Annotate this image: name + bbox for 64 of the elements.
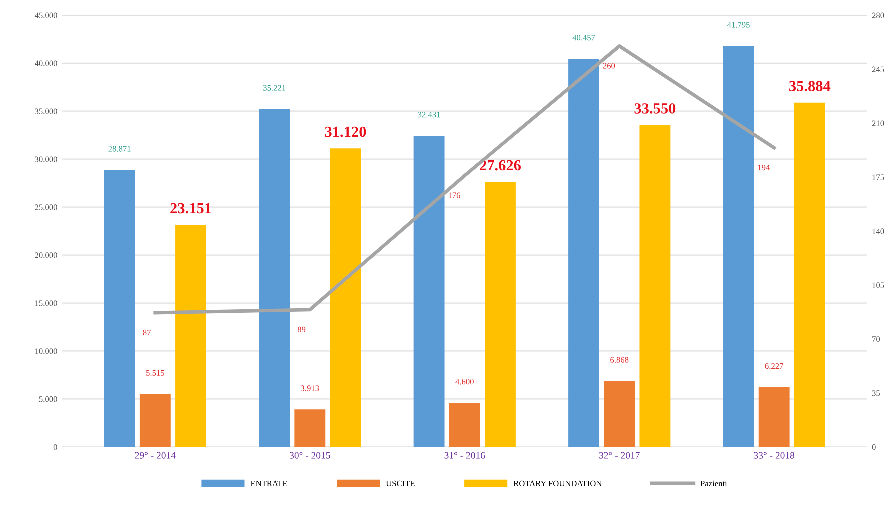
- data-label: 6.868: [610, 357, 629, 363]
- bar: [640, 125, 671, 448]
- data-label: 28.871: [108, 146, 131, 152]
- y2-tick-label: 35: [872, 390, 880, 396]
- legend-label: ENTRATE: [250, 480, 288, 486]
- bar: [758, 387, 790, 448]
- data-label: 27.626: [480, 160, 522, 171]
- x-tick-label: 29° - 2014: [135, 452, 176, 459]
- bar: [723, 46, 754, 448]
- y2-tick-label: 105: [872, 282, 884, 288]
- bar: [140, 394, 171, 448]
- bar: [484, 182, 516, 448]
- y2-tick-label: 210: [872, 120, 884, 126]
- y2-tick-label: 0: [872, 444, 876, 450]
- bar: [568, 59, 600, 448]
- data-label: 5.515: [146, 370, 164, 376]
- x-tick-label: 30° - 2015: [290, 452, 330, 459]
- data-label: 32.431: [418, 112, 440, 118]
- y2-tick-label: 70: [872, 336, 880, 342]
- data-label: 3.913: [301, 386, 320, 392]
- data-label: 6.227: [765, 363, 784, 370]
- y-tick-label: 30.000: [35, 156, 58, 162]
- bar: [604, 381, 636, 448]
- data-label: 89: [298, 326, 306, 332]
- legend-label: USCITE: [386, 480, 415, 486]
- data-label: 41.795: [727, 22, 750, 28]
- data-label: 87: [143, 330, 152, 336]
- y-tick-label: 25.000: [35, 204, 58, 210]
- data-label: 33.550: [634, 104, 676, 114]
- y2-tick-label: 280: [872, 12, 884, 18]
- y2-tick-label: 140: [872, 228, 884, 234]
- y-tick-label: 0: [54, 444, 58, 450]
- data-label: 35.884: [790, 81, 831, 92]
- y2-tick-label: 245: [872, 66, 884, 72]
- y-tick-label: 15.000: [36, 300, 58, 306]
- x-tick-label: 33° - 2018: [754, 452, 795, 459]
- y-tick-label: 40.000: [34, 60, 58, 66]
- x-tick-label: 32° - 2017: [600, 452, 640, 459]
- data-label: 35.221: [264, 85, 286, 91]
- bar: [449, 403, 480, 448]
- data-label: 194: [758, 164, 770, 171]
- y-tick-label: 5.000: [39, 396, 58, 402]
- bar: [794, 102, 826, 448]
- bar: [330, 148, 362, 448]
- bar: [414, 136, 445, 448]
- y-tick-label: 10.000: [36, 348, 58, 354]
- line-series: [154, 44, 776, 315]
- data-label: 4.600: [456, 379, 474, 385]
- bar: [104, 170, 136, 448]
- data-label: 176: [448, 192, 460, 198]
- bar: [259, 109, 290, 448]
- bar: [294, 410, 326, 448]
- y2-tick-label: 175: [872, 174, 884, 180]
- data-label: 260: [603, 63, 616, 69]
- data-label: 31.120: [325, 126, 366, 138]
- x-tick-label: 31° - 2016: [444, 452, 486, 459]
- legend-label: ROTARY FOUNDATION: [514, 480, 602, 486]
- data-label: 23.151: [170, 203, 212, 214]
- y-tick-label: 35.000: [35, 108, 58, 114]
- data-label: 40.457: [572, 35, 596, 41]
- y-tick-label: 20.000: [35, 252, 58, 258]
- bar: [176, 225, 206, 448]
- legend-label: Pazienti: [700, 480, 728, 486]
- y-tick-label: 45.000: [34, 12, 58, 18]
